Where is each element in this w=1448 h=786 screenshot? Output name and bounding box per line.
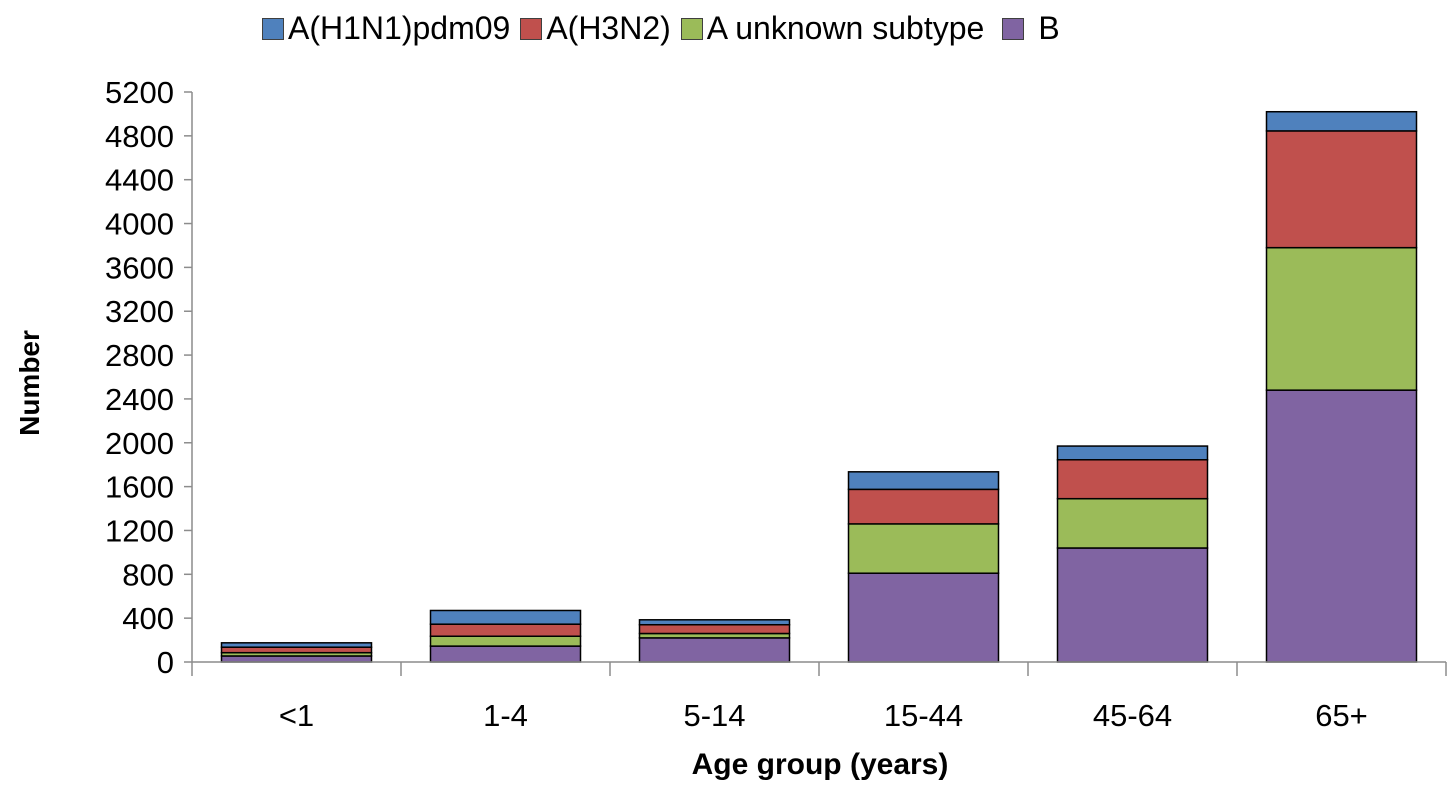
bar-a-h3n2--5 bbox=[1265, 130, 1418, 249]
legend-label-b: B bbox=[1038, 10, 1060, 46]
legend-item-b: B bbox=[1002, 10, 1060, 47]
legend-swatch-a-unknown bbox=[680, 17, 703, 40]
bar-b-3 bbox=[847, 572, 1000, 663]
y-axis-label: Number bbox=[14, 330, 45, 436]
x-tick-label: 1-4 bbox=[483, 698, 528, 733]
x-tick-label: 15-44 bbox=[884, 698, 963, 733]
chart-legend: A(H1N1)pdm09 A(H3N2) A unknown subtype B bbox=[262, 10, 1070, 47]
bar-a-h1n1-pdm09-1 bbox=[429, 609, 582, 625]
legend-label-h3n2: A(H3N2) bbox=[546, 10, 671, 46]
legend-swatch-b bbox=[1002, 17, 1025, 40]
bar-b-4 bbox=[1056, 547, 1209, 663]
legend-item-a-unknown: A unknown subtype bbox=[680, 10, 985, 47]
x-tick-label: 5-14 bbox=[683, 698, 745, 733]
bar-a-h1n1-pdm09-5 bbox=[1265, 110, 1418, 132]
legend-label-a-unknown: A unknown subtype bbox=[706, 10, 985, 46]
y-tick-label: 1200 bbox=[105, 513, 174, 548]
bar-a-h3n2--4 bbox=[1056, 459, 1209, 500]
bar-a-unknown-subtype-5 bbox=[1265, 246, 1418, 391]
x-axis-label: Age group (years) bbox=[691, 748, 949, 781]
bar-a-unknown-subtype-3 bbox=[847, 523, 1000, 574]
bar-a-h1n1-pdm09-0 bbox=[220, 642, 373, 648]
y-tick-label: 4400 bbox=[105, 163, 174, 198]
y-tick-label: 400 bbox=[122, 601, 174, 636]
bar-b-0 bbox=[220, 655, 373, 663]
legend-item-h3n2: A(H3N2) bbox=[520, 10, 671, 47]
y-tick-label: 4000 bbox=[105, 207, 174, 242]
y-tick-label: 2400 bbox=[105, 382, 174, 417]
legend-swatch-h1n1 bbox=[262, 17, 284, 40]
y-tick-label: 2800 bbox=[105, 338, 174, 373]
bar-a-h3n2--2 bbox=[638, 623, 791, 635]
x-tick-label: <1 bbox=[279, 698, 314, 733]
y-tick-label: 3200 bbox=[105, 294, 174, 329]
bar-a-h3n2--3 bbox=[847, 488, 1000, 525]
y-tick-label: 0 bbox=[157, 645, 174, 680]
bar-a-h1n1-pdm09-4 bbox=[1056, 445, 1209, 461]
y-tick-label: 5200 bbox=[105, 75, 174, 110]
bar-a-unknown-subtype-1 bbox=[429, 635, 582, 647]
bar-a-h3n2--1 bbox=[429, 623, 582, 637]
bar-a-unknown-subtype-4 bbox=[1056, 497, 1209, 549]
legend-label-h1n1: A(H1N1)pdm09 bbox=[288, 10, 511, 46]
y-tick-label: 2000 bbox=[105, 426, 174, 461]
bar-b-2 bbox=[638, 637, 791, 663]
bar-b-1 bbox=[429, 645, 582, 663]
bar-b-5 bbox=[1265, 389, 1418, 663]
y-tick-label: 1600 bbox=[105, 470, 174, 505]
legend-item-h1n1: A(H1N1)pdm09 bbox=[262, 10, 510, 47]
x-tick-label: 45-64 bbox=[1093, 698, 1172, 733]
bar-a-h3n2--0 bbox=[220, 646, 373, 654]
y-tick-label: 3600 bbox=[105, 250, 174, 285]
x-tick-label: 65+ bbox=[1315, 698, 1368, 733]
y-tick-label: 4800 bbox=[105, 119, 174, 154]
bar-a-h1n1-pdm09-2 bbox=[638, 619, 791, 626]
y-tick-label: 800 bbox=[122, 557, 174, 592]
legend-swatch-h3n2 bbox=[520, 17, 543, 40]
bar-a-h1n1-pdm09-3 bbox=[847, 471, 1000, 491]
